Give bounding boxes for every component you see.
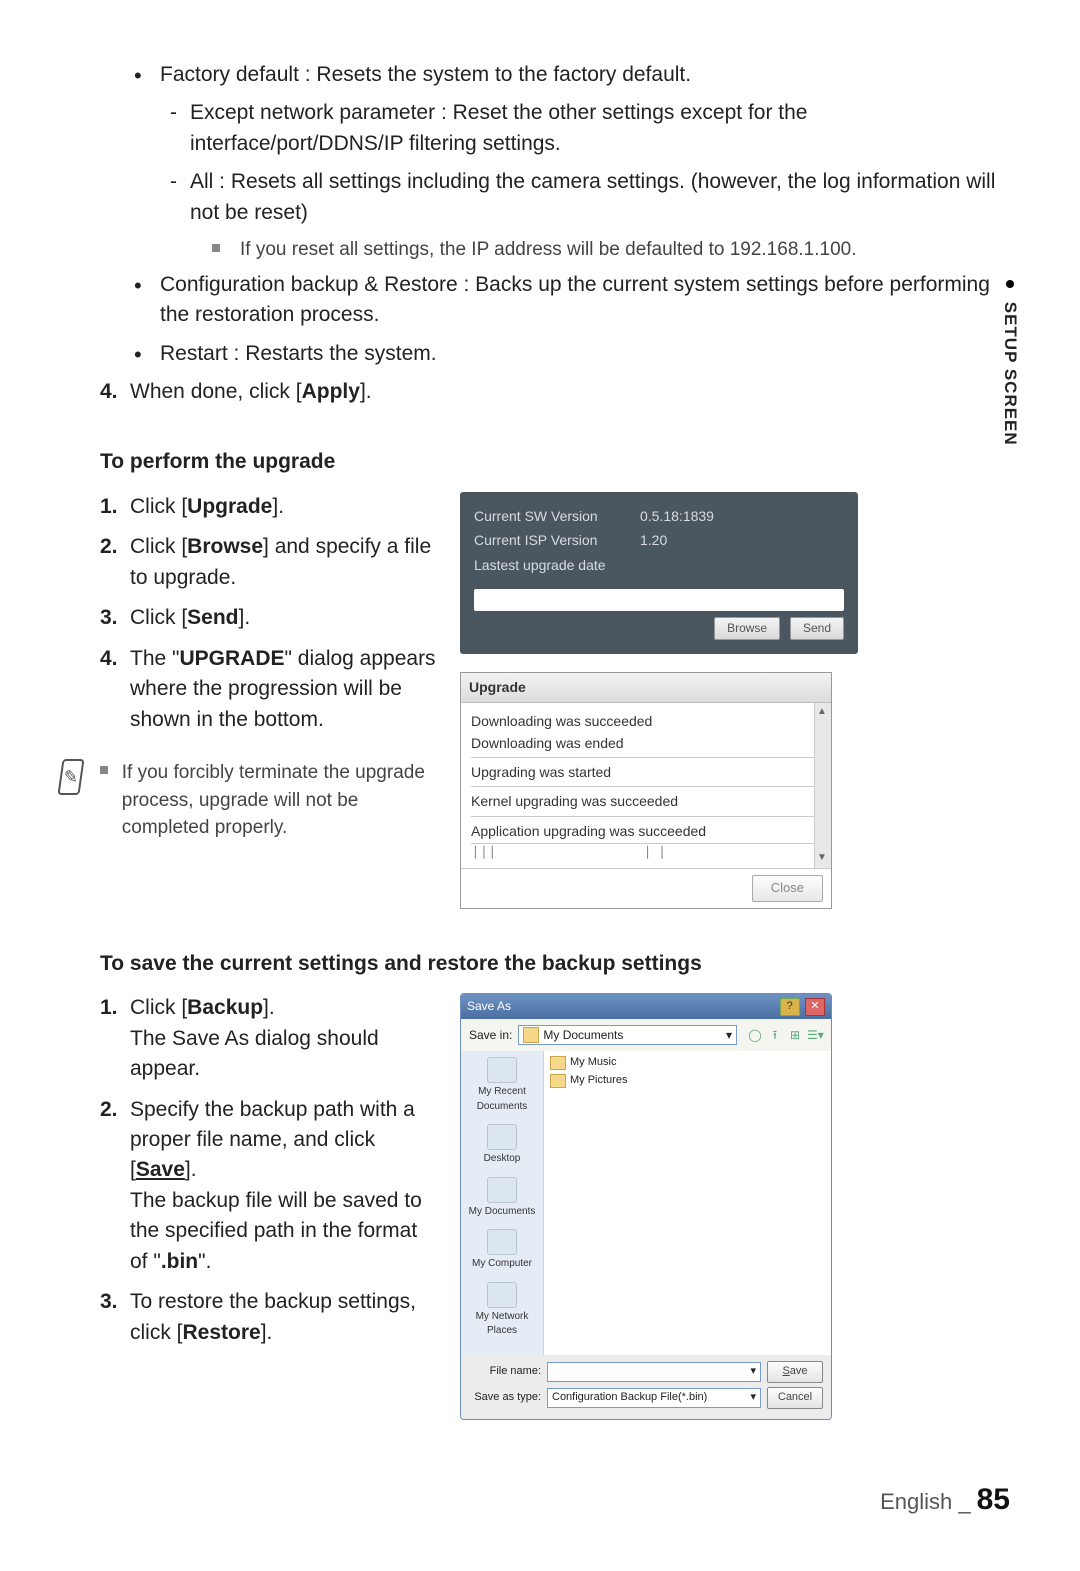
note-icon: ✎ [57, 759, 84, 795]
places-bar: My Recent Documents Desktop My Documents… [461, 1051, 544, 1355]
place-recent[interactable]: My Recent Documents [463, 1057, 541, 1114]
back-icon[interactable]: ◯ [747, 1027, 763, 1043]
place-desktop[interactable]: Desktop [463, 1124, 541, 1167]
place-network[interactable]: My Network Places [463, 1282, 541, 1339]
upgrade-file-input[interactable] [474, 589, 844, 611]
folder-icon [550, 1074, 566, 1088]
file-list[interactable]: My Music My Pictures [544, 1051, 831, 1355]
scrollbar[interactable] [814, 703, 831, 868]
place-computer[interactable]: My Computer [463, 1229, 541, 1272]
send-button[interactable]: Send [790, 617, 844, 640]
upgrade-title: To perform the upgrade [100, 447, 1020, 477]
page-footer: English _85 [880, 1478, 1010, 1522]
folder-icon [523, 1027, 539, 1043]
dialog-title: Save As [467, 998, 511, 1015]
bullet-restart: Restart : Restarts the system. [160, 339, 1020, 369]
up-icon[interactable]: ⭱ [767, 1027, 783, 1043]
close-icon[interactable]: ✕ [805, 998, 825, 1016]
folder-icon [550, 1056, 566, 1070]
upgrade-panel: Current SW Version0.5.18:1839 Current IS… [460, 492, 858, 654]
upgrade-note: If you forcibly terminate the upgrade pr… [100, 759, 440, 842]
intro-list: Factory default : Resets the system to t… [60, 60, 1020, 90]
note-reset-ip: If you reset all settings, the IP addres… [200, 236, 1020, 264]
browse-button[interactable]: Browse [714, 617, 780, 640]
bullet-factory: Factory default : Resets the system to t… [160, 60, 1020, 90]
savein-select[interactable]: My Documents▾ [518, 1025, 737, 1045]
cancel-button[interactable]: Cancel [767, 1387, 823, 1409]
place-docs[interactable]: My Documents [463, 1177, 541, 1220]
help-icon[interactable]: ? [780, 998, 800, 1016]
backup-title: To save the current settings and restore… [100, 949, 1020, 979]
save-button[interactable]: Save [767, 1361, 823, 1383]
dash-except: Except network parameter : Reset the oth… [190, 98, 1020, 159]
dash-all: All : Resets all settings including the … [190, 167, 1020, 228]
bullet-config: Configuration backup & Restore : Backs u… [160, 270, 1020, 331]
step-4: 4. When done, click [Apply]. [60, 377, 1020, 407]
filename-input[interactable]: ▾ [547, 1362, 761, 1382]
view-icon[interactable]: ☰▾ [807, 1027, 823, 1043]
saveas-dialog: Save As ? ✕ Save in: My Documents▾ ◯⭱⊞☰▾… [460, 993, 832, 1419]
close-button[interactable]: Close [752, 875, 823, 902]
newfolder-icon[interactable]: ⊞ [787, 1027, 803, 1043]
filetype-select[interactable]: Configuration Backup File(*.bin)▾ [547, 1388, 761, 1408]
upgrade-log: Upgrade Downloading was succeeded Downlo… [460, 672, 832, 909]
